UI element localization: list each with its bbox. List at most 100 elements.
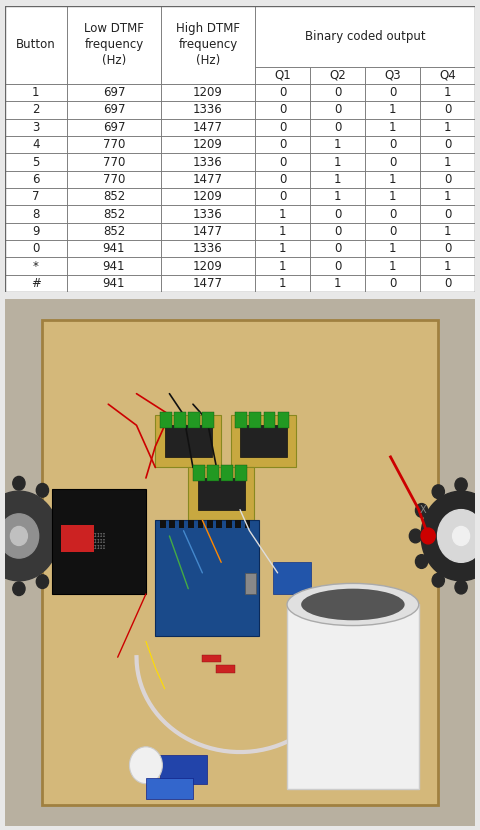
Text: 0: 0 <box>279 121 286 134</box>
Circle shape <box>438 510 480 563</box>
Bar <box>198 478 245 510</box>
Text: 1: 1 <box>334 138 341 151</box>
Text: 1336: 1336 <box>193 208 223 221</box>
Bar <box>203 413 214 428</box>
Bar <box>264 413 276 428</box>
Bar <box>67 188 161 205</box>
Text: 941: 941 <box>103 242 125 256</box>
Circle shape <box>455 478 467 491</box>
Text: 7: 7 <box>32 190 39 203</box>
Ellipse shape <box>287 583 419 626</box>
Text: 0: 0 <box>334 225 341 238</box>
Text: 9: 9 <box>32 225 39 238</box>
Circle shape <box>478 574 480 587</box>
Text: 0: 0 <box>444 173 451 186</box>
Text: 697: 697 <box>103 86 125 99</box>
Bar <box>161 240 255 257</box>
Bar <box>287 604 419 789</box>
Bar <box>5 119 67 136</box>
Text: 1209: 1209 <box>193 260 223 272</box>
Bar <box>255 205 310 222</box>
Text: 1: 1 <box>334 155 341 168</box>
Text: 0: 0 <box>444 242 451 256</box>
Text: 941: 941 <box>103 260 125 272</box>
Text: 1: 1 <box>444 121 451 134</box>
Text: 1: 1 <box>279 225 287 238</box>
Text: 0: 0 <box>334 86 341 99</box>
Bar <box>255 154 310 171</box>
Text: 1: 1 <box>389 104 396 116</box>
Text: 1: 1 <box>32 86 39 99</box>
Bar <box>365 66 420 84</box>
Bar <box>5 205 67 222</box>
Circle shape <box>409 529 421 543</box>
Text: X: X <box>420 505 427 515</box>
Bar <box>255 119 310 136</box>
Text: 1: 1 <box>444 225 451 238</box>
Bar <box>365 154 420 171</box>
Bar <box>420 240 475 257</box>
Bar <box>226 520 231 528</box>
Bar <box>310 171 365 188</box>
Circle shape <box>54 555 66 569</box>
Text: 0: 0 <box>334 104 341 116</box>
Text: 0: 0 <box>444 277 451 290</box>
Bar <box>365 257 420 275</box>
Bar <box>169 520 175 528</box>
Bar <box>161 205 255 222</box>
Text: 1: 1 <box>334 277 341 290</box>
Circle shape <box>54 503 66 516</box>
Text: 1: 1 <box>389 242 396 256</box>
Bar <box>146 779 193 799</box>
Circle shape <box>13 476 25 491</box>
Text: 0: 0 <box>444 104 451 116</box>
Text: #: # <box>31 277 41 290</box>
Circle shape <box>416 504 428 517</box>
Bar <box>420 171 475 188</box>
Text: 852: 852 <box>103 190 125 203</box>
Bar <box>188 467 254 520</box>
Bar <box>67 119 161 136</box>
Bar <box>67 136 161 154</box>
Text: 1209: 1209 <box>193 86 223 99</box>
Text: 4: 4 <box>32 138 39 151</box>
Bar <box>310 154 365 171</box>
Bar <box>255 257 310 275</box>
Bar <box>420 66 475 84</box>
Circle shape <box>455 580 467 594</box>
Text: 0: 0 <box>279 173 286 186</box>
Bar <box>161 275 255 292</box>
Text: 3: 3 <box>32 121 39 134</box>
Bar <box>365 275 420 292</box>
Text: 8: 8 <box>32 208 39 221</box>
Text: Low DTMF
frequency
(Hz): Low DTMF frequency (Hz) <box>84 22 144 67</box>
Bar <box>310 240 365 257</box>
Bar <box>161 6 255 84</box>
Bar <box>240 425 287 457</box>
Text: Q1: Q1 <box>274 69 291 81</box>
Text: 6: 6 <box>32 173 39 186</box>
Bar <box>310 136 365 154</box>
Bar <box>67 257 161 275</box>
Circle shape <box>453 526 469 545</box>
Bar <box>67 66 161 84</box>
Text: 941: 941 <box>103 277 125 290</box>
Text: 0: 0 <box>389 138 396 151</box>
Bar <box>67 101 161 119</box>
Bar <box>67 240 161 257</box>
Text: 697: 697 <box>103 104 125 116</box>
Bar <box>52 489 146 594</box>
Bar <box>255 222 310 240</box>
Text: 0: 0 <box>334 208 341 221</box>
Bar <box>255 188 310 205</box>
Bar <box>5 240 67 257</box>
Bar <box>5 101 67 119</box>
Bar <box>188 520 194 528</box>
Text: *: * <box>33 260 39 272</box>
Text: 1: 1 <box>444 86 451 99</box>
Circle shape <box>36 574 48 588</box>
Bar <box>255 275 310 292</box>
Text: 1: 1 <box>389 121 396 134</box>
Text: 1209: 1209 <box>193 138 223 151</box>
Text: 0: 0 <box>389 225 396 238</box>
